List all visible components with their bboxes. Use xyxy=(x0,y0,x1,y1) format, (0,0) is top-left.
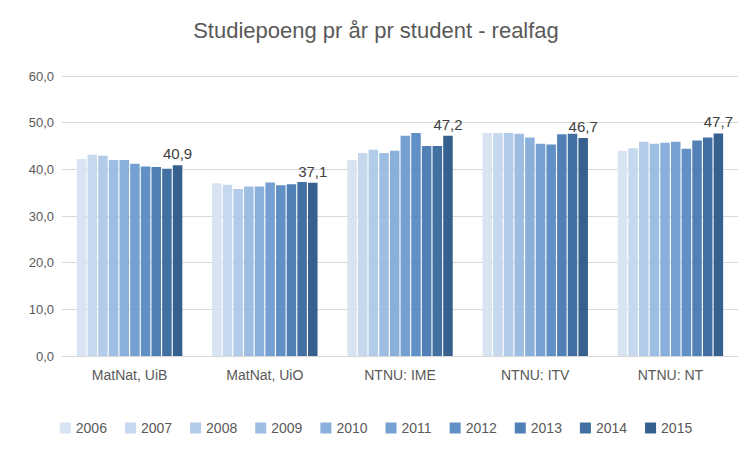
svg-text:47,2: 47,2 xyxy=(433,116,462,133)
svg-text:2013: 2013 xyxy=(531,420,562,436)
svg-text:2009: 2009 xyxy=(271,420,302,436)
svg-text:20,0: 20,0 xyxy=(29,255,54,270)
svg-text:60,0: 60,0 xyxy=(29,69,54,84)
svg-text:2015: 2015 xyxy=(661,420,692,436)
svg-text:2012: 2012 xyxy=(466,420,497,436)
svg-text:2010: 2010 xyxy=(336,420,367,436)
svg-text:10,0: 10,0 xyxy=(29,302,54,317)
svg-text:2006: 2006 xyxy=(76,420,107,436)
svg-text:Studiepoeng pr år pr student -: Studiepoeng pr år pr student - realfag xyxy=(193,18,559,43)
svg-text:40,9: 40,9 xyxy=(163,145,192,162)
svg-text:0,0: 0,0 xyxy=(36,349,54,364)
svg-text:2014: 2014 xyxy=(596,420,627,436)
svg-text:2007: 2007 xyxy=(141,420,172,436)
svg-text:50,0: 50,0 xyxy=(29,115,54,130)
svg-text:MatNat, UiO: MatNat, UiO xyxy=(226,367,303,383)
svg-text:40,0: 40,0 xyxy=(29,162,54,177)
svg-text:30,0: 30,0 xyxy=(29,209,54,224)
svg-text:2008: 2008 xyxy=(206,420,237,436)
svg-text:NTNU: IME: NTNU: IME xyxy=(364,367,436,383)
svg-text:2011: 2011 xyxy=(402,420,432,436)
svg-text:MatNat, UiB: MatNat, UiB xyxy=(92,367,167,383)
svg-text:46,7: 46,7 xyxy=(569,118,598,135)
svg-text:NTNU: ITV: NTNU: ITV xyxy=(501,367,570,383)
svg-text:47,7: 47,7 xyxy=(704,113,733,130)
svg-text:NTNU: NT: NTNU: NT xyxy=(638,367,704,383)
svg-text:37,1: 37,1 xyxy=(298,163,327,180)
